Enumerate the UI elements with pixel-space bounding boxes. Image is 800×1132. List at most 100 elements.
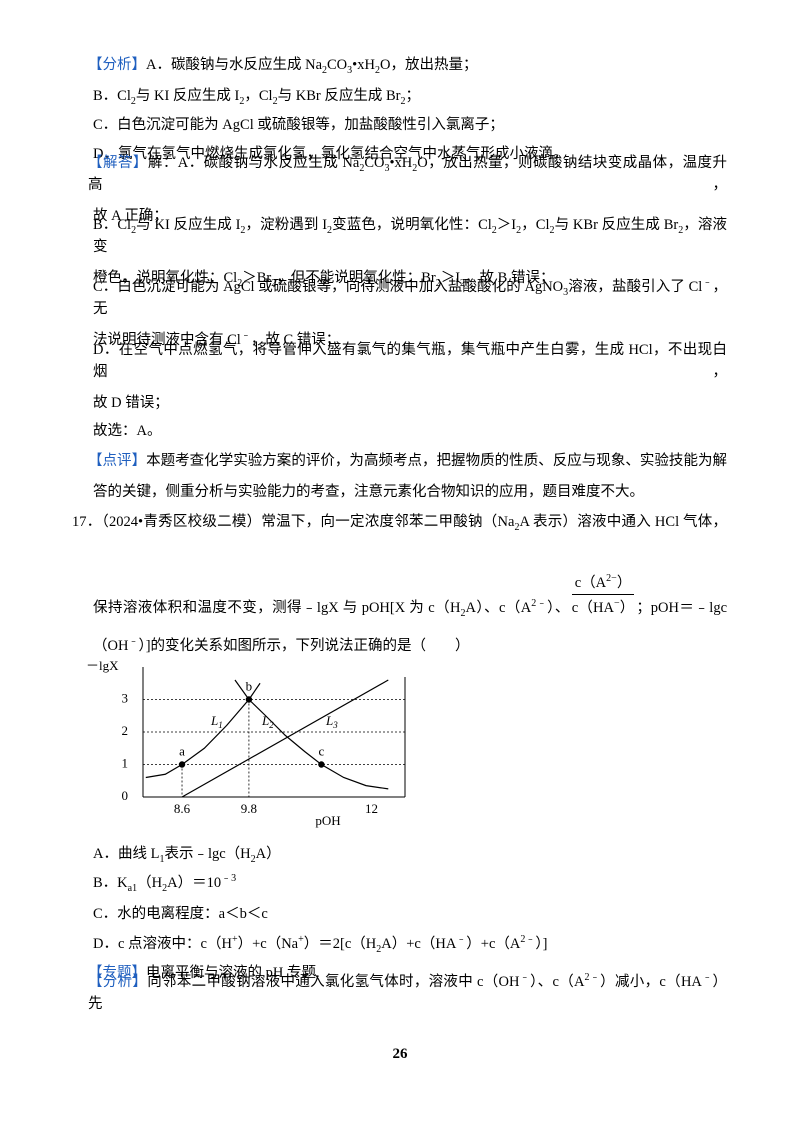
text-line: 橙色，说明氧化性：Cl2＞Br2，但不能说明氧化性：Br2＞I2，故 B 错误；: [93, 267, 727, 289]
text: 变蓝色，说明氧化性：Cl: [332, 217, 492, 233]
label-subscript: 2: [269, 720, 274, 730]
subscript: 2: [549, 224, 555, 236]
superscript: ﹣: [240, 330, 251, 342]
superscript: 2−: [606, 573, 617, 585]
text: ＞I: [440, 270, 461, 286]
subscript: 2: [359, 162, 365, 174]
label-text: L: [210, 713, 218, 728]
text-line: 保持溶液体积和温度不变，测得﹣lgX 与 pOH[X 为 c（H2A）、c（A2…: [93, 572, 727, 619]
subscript: 2: [237, 277, 243, 289]
subscript: 2: [131, 224, 137, 236]
subscript: 2: [514, 521, 520, 533]
fraction: c（A2−） c（HA−）: [571, 572, 635, 619]
text: C．白色沉淀可能为 AgCl 或硫酸银等，加盐酸酸性引入氯离子；: [93, 117, 504, 133]
section-tag: 【分析】: [88, 57, 146, 73]
section-tag: 【解答】: [88, 155, 148, 171]
text: ）]: [535, 936, 548, 952]
x-tick-label: 8.6: [174, 801, 191, 816]
text: ，Cl: [521, 217, 550, 233]
section-tag: 【专题】: [88, 965, 146, 981]
text: c（A: [574, 575, 607, 591]
subscript: 2: [271, 277, 277, 289]
text: 与 KBr 反应生成 Br: [277, 88, 401, 104]
text-line: 【解答】解：A．碳酸钠与水反应生成 Na2CO3•xH2O，放出热量，则碳酸钠结…: [88, 152, 727, 196]
point: [245, 696, 253, 703]
text: 与 KBr 反应生成 Br: [554, 217, 679, 233]
text: ＞Br: [242, 270, 272, 286]
superscript: 2﹣: [584, 972, 601, 984]
curve: [181, 679, 389, 798]
text: ）减小，c（HA: [600, 974, 702, 990]
text: ）、c（A: [530, 974, 585, 990]
text: 法说明待测液中含有 Cl: [93, 332, 241, 348]
subscript: 2: [412, 162, 418, 174]
text: A）+c（HA: [381, 936, 457, 952]
text-line: B．Cl2与 KI 反应生成 I2，淀粉遇到 I2变蓝色，说明氧化性：Cl2＞I…: [93, 214, 727, 258]
text-line: A．曲线 L1表示﹣lgc（H2A）: [93, 843, 727, 865]
point-label: a: [179, 743, 185, 758]
text-line: 故 A 正确；: [93, 205, 727, 227]
text: ）: [619, 600, 635, 616]
text: 橙色，说明氧化性：Cl: [93, 270, 238, 286]
text: ）＝2[c（H: [303, 936, 377, 952]
text: ）、: [547, 600, 570, 616]
text-line: C．白色沉淀可能为 AgCl 或硫酸银等，加盐酸酸性引入氯离子；: [93, 114, 727, 136]
subscript: 2: [678, 224, 684, 236]
text: 解：A．碳酸钠与水反应生成 Na: [147, 155, 360, 171]
point: [318, 761, 325, 768]
text-line: （OH﹣）]的变化关系如图所示，下列说法正确的是（ ）: [93, 635, 727, 657]
subscript: 2: [460, 607, 466, 619]
y-tick-label: 0: [122, 788, 129, 803]
text: 与 KI 反应生成 I: [135, 88, 240, 104]
text: ；: [405, 88, 420, 104]
text: B．Cl: [93, 88, 131, 104]
label-text: L: [261, 713, 269, 728]
y-tick-label: 2: [122, 723, 129, 738]
subscript: 2: [374, 64, 380, 76]
curve-label: L2: [261, 713, 274, 730]
text: ）: [616, 575, 632, 591]
numerator: c（A2−）: [571, 572, 635, 595]
text: c（HA: [571, 600, 614, 616]
subscript: 2: [250, 853, 256, 865]
text: ，故 B 错误；: [465, 270, 555, 286]
text: ）+c（Na: [237, 936, 299, 952]
text: ，溶液变: [93, 217, 727, 255]
text: B．Cl: [93, 217, 132, 233]
point-label: b: [246, 678, 253, 693]
text: ；pOH＝﹣lgc: [636, 600, 728, 616]
text: 故 A 正确；: [93, 208, 168, 224]
text: ，Cl: [244, 88, 273, 104]
superscript: ﹣3: [221, 873, 237, 885]
text: O，放出热量；: [379, 57, 478, 73]
text-line: 17．（2024•青秀区校级二模）常温下，向一定浓度邻苯二甲酸钠（Na2A 表示…: [72, 511, 727, 533]
text-line: 故 D 错误；: [93, 392, 727, 414]
curve: [145, 682, 261, 779]
subscript: 2: [130, 95, 136, 107]
text: A 表示）溶液中通入 HCl 气体，: [519, 514, 727, 530]
subscript: 2: [516, 224, 522, 236]
text-line: 【分析】A．碳酸钠与水反应生成 Na2CO3•xH2O，放出热量；: [88, 54, 727, 76]
text: B．K: [93, 875, 128, 891]
subscript: 2: [491, 224, 497, 236]
text: （OH: [93, 638, 129, 654]
text: 答的关键，侧重分析与实验能力的考查，注意元素化合物知识的应用，题目难度不大。: [93, 484, 644, 500]
text-line: 法说明待测液中含有 Cl﹣，故 C 错误；: [93, 329, 727, 351]
text: CO: [327, 57, 348, 73]
text: ，但不能说明氧化性：Br: [276, 270, 436, 286]
curve-label: L1: [210, 713, 223, 730]
subscript: 2: [435, 277, 441, 289]
text-line: D．在空气中点燃氢气，将导管伸入盛有氯气的集气瓶，集气瓶中产生白雾，生成 HCl…: [93, 339, 727, 383]
curve-label: L3: [325, 713, 338, 730]
subscript: 2: [322, 64, 328, 76]
text: 故选：A。: [93, 423, 162, 439]
superscript: ﹣: [702, 277, 713, 289]
y-tick-label: 1: [122, 755, 129, 770]
section-tag: 【点评】: [88, 453, 147, 469]
subscript: 2: [460, 277, 466, 289]
text: ）+c（A: [466, 936, 521, 952]
subscript: 2: [327, 224, 333, 236]
text: ）先: [88, 974, 728, 1012]
text: 表示﹣lgc（H: [164, 846, 251, 862]
subscript: 2: [240, 224, 246, 236]
